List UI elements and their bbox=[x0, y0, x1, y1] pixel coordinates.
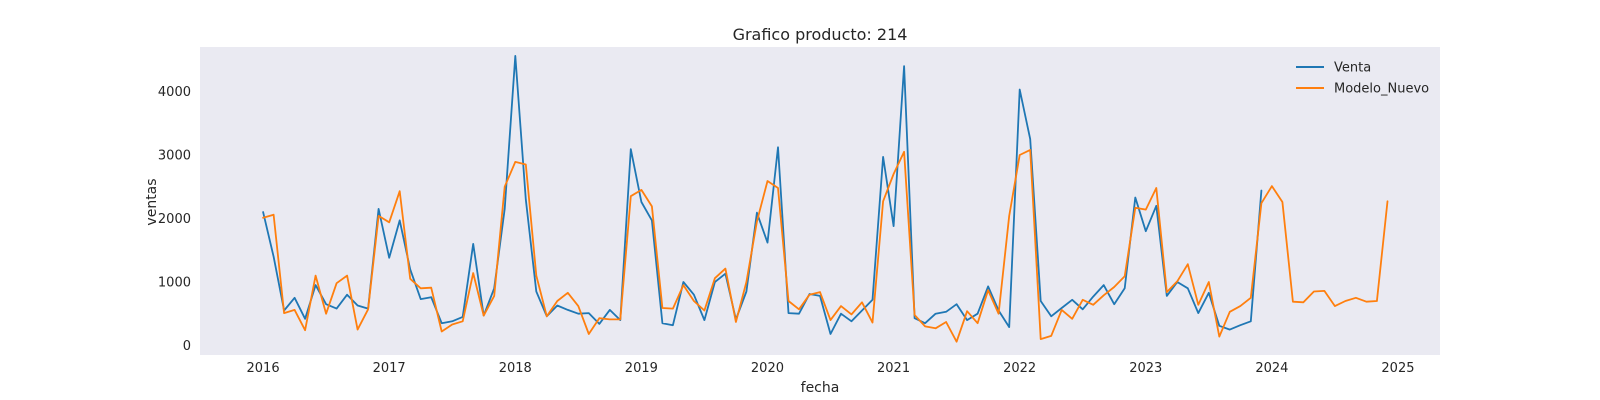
y-ticks: 0 1000 2000 3000 4000 bbox=[158, 85, 191, 354]
y-tick-label: 4000 bbox=[158, 85, 191, 100]
plot-background bbox=[200, 47, 1440, 355]
x-tick-label: 2018 bbox=[499, 361, 532, 376]
y-tick-label: 2000 bbox=[158, 212, 191, 227]
legend: Venta Modelo_Nuevo bbox=[1296, 61, 1429, 97]
x-axis-label: fecha bbox=[801, 380, 840, 396]
series-lines bbox=[262, 55, 1389, 343]
series-line-modelo-nuevo bbox=[262, 148, 1389, 343]
y-tick-label: 1000 bbox=[158, 275, 191, 290]
x-tick-label: 2019 bbox=[625, 361, 658, 376]
legend-label: Venta bbox=[1334, 61, 1371, 76]
x-tick-label: 2016 bbox=[247, 361, 280, 376]
x-tick-label: 2023 bbox=[1129, 361, 1162, 376]
legend-label: Modelo_Nuevo bbox=[1334, 82, 1429, 97]
x-ticks: 2016 2017 2018 2019 2020 2021 2022 2023 2024 2025 bbox=[247, 361, 1415, 376]
x-tick-label: 2024 bbox=[1255, 361, 1288, 376]
series-line-venta bbox=[262, 55, 1263, 335]
x-tick-label: 2021 bbox=[877, 361, 910, 376]
y-axis-label: ventas bbox=[144, 178, 160, 225]
x-tick-label: 2022 bbox=[1003, 361, 1036, 376]
x-tick-label: 2025 bbox=[1381, 361, 1414, 376]
chart-title: Grafico producto: 214 bbox=[733, 25, 908, 44]
x-tick-label: 2017 bbox=[373, 361, 406, 376]
y-tick-label: 0 bbox=[183, 339, 191, 354]
x-tick-label: 2020 bbox=[751, 361, 784, 376]
y-tick-label: 3000 bbox=[158, 148, 191, 163]
